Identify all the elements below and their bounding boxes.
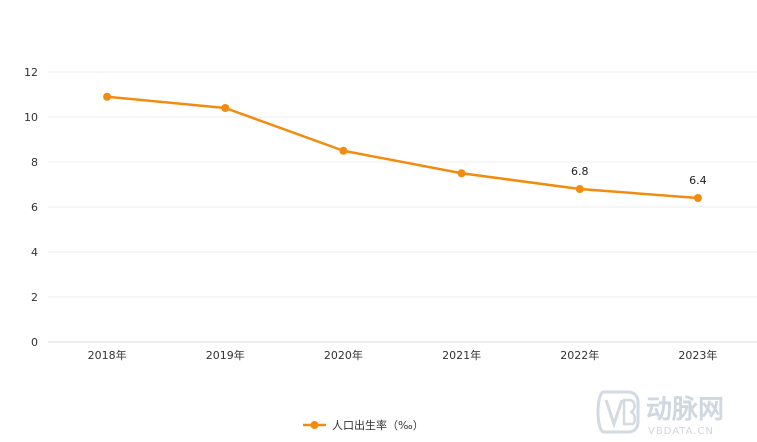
legend[interactable]: 人口出生率（‰） bbox=[303, 418, 424, 432]
y-tick-label: 6 bbox=[31, 201, 38, 214]
series-line bbox=[105, 95, 700, 200]
data-point[interactable] bbox=[339, 146, 348, 155]
gridlines bbox=[48, 71, 757, 343]
watermark-url-text: VBDATA.CN bbox=[648, 426, 714, 437]
data-point[interactable] bbox=[575, 185, 584, 193]
data-labels: 6.8 6.4 bbox=[571, 165, 707, 187]
y-axis-ticks: 0 2 4 6 8 10 12 bbox=[24, 66, 38, 349]
series-line-0 bbox=[105, 95, 700, 200]
y-tick-label: 8 bbox=[31, 156, 38, 169]
x-tick-label: 2023年 bbox=[678, 348, 717, 362]
data-point[interactable] bbox=[693, 194, 702, 202]
watermark-logo-text: 动脉网 bbox=[646, 395, 724, 425]
data-point[interactable] bbox=[221, 104, 230, 112]
data-label: 6.8 bbox=[571, 165, 589, 178]
data-point[interactable] bbox=[103, 92, 112, 101]
x-tick-label: 2022年 bbox=[560, 348, 599, 362]
x-tick-label: 2021年 bbox=[442, 348, 481, 362]
x-tick-label: 2019年 bbox=[206, 348, 245, 362]
y-tick-label: 0 bbox=[31, 336, 38, 349]
y-tick-label: 4 bbox=[31, 246, 38, 259]
y-tick-label: 12 bbox=[24, 66, 38, 79]
series-points bbox=[103, 92, 702, 202]
data-label: 6.4 bbox=[689, 174, 707, 187]
y-tick-label: 10 bbox=[24, 111, 38, 124]
data-point[interactable] bbox=[457, 169, 466, 178]
x-axis-ticks: 2018年 2019年 2020年 2021年 2022年 2023年 bbox=[88, 348, 718, 362]
x-tick-label: 2020年 bbox=[324, 348, 363, 362]
vb-logo-icon bbox=[596, 390, 640, 434]
x-tick-label: 2018年 bbox=[88, 348, 127, 362]
legend-label: 人口出生率（‰） bbox=[332, 418, 424, 432]
legend-marker bbox=[310, 421, 319, 429]
watermark-logo: 动脉网 VBDATA.CN bbox=[596, 390, 724, 437]
y-tick-label: 2 bbox=[31, 291, 38, 304]
